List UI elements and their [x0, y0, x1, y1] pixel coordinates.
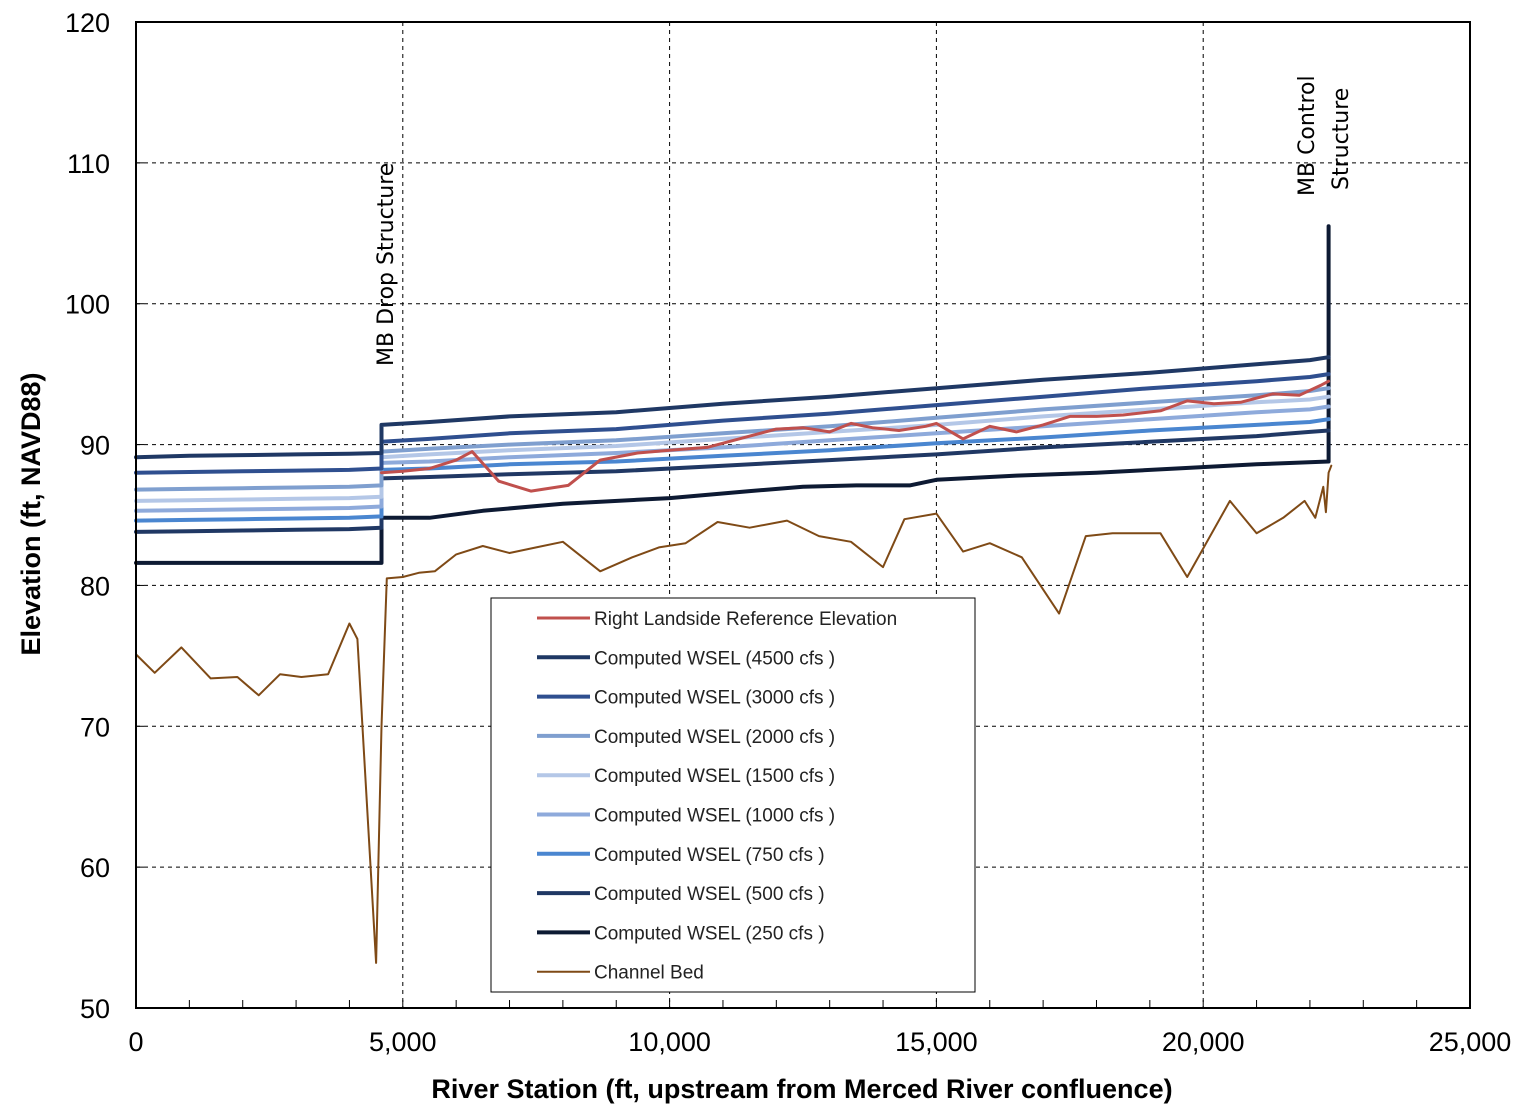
series-line-computed-wsel-3000-cfs [134, 372, 1331, 475]
series-line-computed-wsel-2000-cfs [134, 386, 1331, 492]
legend: Right Landside Reference Elevation Comput… [490, 597, 976, 993]
x-tick-label: 15,000 [895, 1027, 978, 1057]
y-tick-label: 100 [65, 290, 110, 320]
y-tick-label: 60 [80, 853, 110, 883]
series-line-channel-bed [135, 464, 1333, 964]
legend-label-computed-wsel-500-cfs: Computed WSEL (500 cfs ) [594, 884, 825, 905]
x-tick-label: 25,000 [1429, 1027, 1512, 1057]
y-tick-label: 90 [80, 431, 110, 461]
x-axis-title: River Station (ft, upstream from Merced … [431, 1074, 1172, 1104]
legend-label-computed-wsel-3000-cfs: Computed WSEL (3000 cfs ) [594, 688, 835, 709]
legend-label-computed-wsel-750-cfs: Computed WSEL (750 cfs ) [594, 845, 825, 866]
legend-label-computed-wsel-4500-cfs: Computed WSEL (4500 cfs ) [594, 648, 835, 669]
series-line-computed-wsel-1000-cfs [134, 404, 1331, 513]
series-line-computed-wsel-750-cfs [134, 417, 1331, 523]
series-line-computed-wsel-4500-cfs [134, 355, 1331, 460]
x-tick-label: 10,000 [628, 1027, 711, 1057]
tick-labels: 0 5,000 10,000 15,000 20,000 25,000 50 60 70 80 90… [65, 8, 1511, 1057]
x-tick-label: 0 [128, 1027, 143, 1057]
series-line-right-landside-reference-elevation [380, 379, 1331, 493]
legend-label-computed-wsel-2000-cfs: Computed WSEL (2000 cfs ) [594, 727, 835, 748]
series-layer [134, 224, 1333, 964]
plot-frame [135, 21, 1471, 1009]
y-tick-label: 120 [65, 8, 110, 38]
annotation-drop-structure: MB Drop Structure [374, 163, 399, 366]
legend-label-computed-wsel-250-cfs: Computed WSEL (250 cfs ) [594, 923, 825, 944]
x-tick-label: 5,000 [369, 1027, 437, 1057]
y-tick-label: 80 [80, 571, 110, 601]
y-tick-label: 110 [67, 149, 110, 179]
axis-ticks [135, 21, 1471, 1009]
legend-label-computed-wsel-1000-cfs: Computed WSEL (1000 cfs ) [594, 806, 835, 827]
y-tick-label: 70 [80, 712, 110, 742]
legend-label-right-landside-reference-elevation: Right Landside Reference Elevation [594, 609, 897, 630]
legend-label-channel-bed: Channel Bed [594, 963, 704, 984]
y-tick-label: 50 [80, 994, 110, 1024]
annotation-control-structure-line2: Structure [1329, 88, 1354, 190]
legend-box [490, 597, 976, 993]
y-axis-title: Elevation (ft, NAVD88) [16, 372, 46, 655]
annotation-control-structure-line1: MB Control [1295, 75, 1320, 196]
series-line-computed-wsel-500-cfs [134, 428, 1331, 534]
legend-label-computed-wsel-1500-cfs: Computed WSEL (1500 cfs ) [594, 766, 835, 787]
x-tick-label: 20,000 [1162, 1027, 1245, 1057]
series-line-computed-wsel-250-cfs [134, 224, 1331, 565]
